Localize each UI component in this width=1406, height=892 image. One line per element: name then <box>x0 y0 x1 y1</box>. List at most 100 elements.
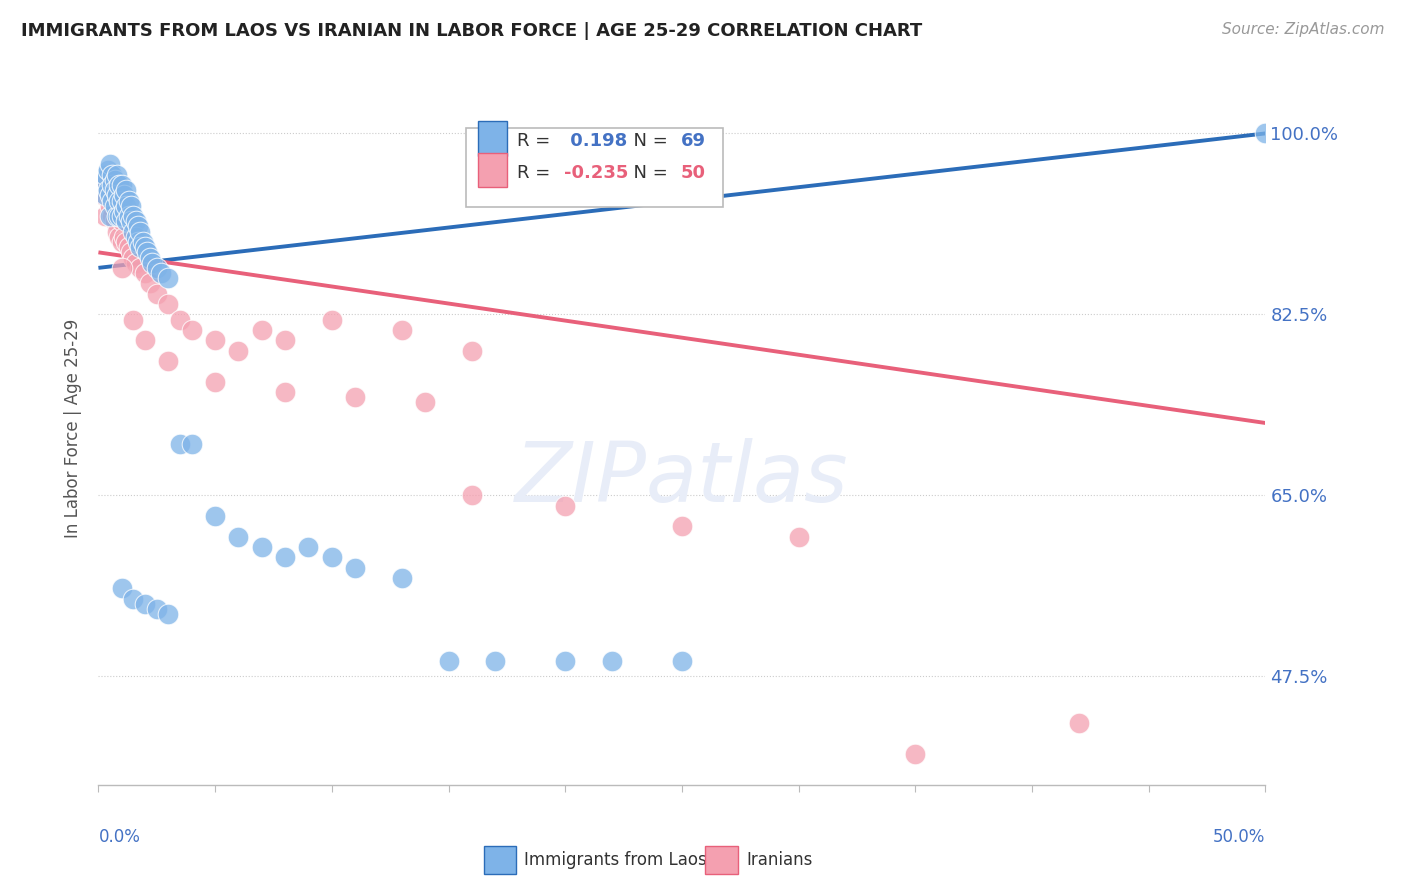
Point <box>413 395 436 409</box>
Point <box>111 209 134 223</box>
Point <box>111 260 134 275</box>
Point <box>139 277 162 291</box>
Point <box>146 602 169 616</box>
Point <box>274 384 297 399</box>
Point <box>112 204 135 219</box>
Point <box>97 162 120 177</box>
Point <box>134 240 156 254</box>
Point <box>600 654 623 668</box>
Point <box>97 183 120 197</box>
Point <box>120 214 142 228</box>
Point <box>108 178 131 193</box>
Point <box>111 235 134 249</box>
Point <box>204 509 226 524</box>
Point <box>108 209 131 223</box>
Point <box>671 519 693 533</box>
Point <box>105 204 128 219</box>
Text: R =: R = <box>517 132 557 150</box>
Point <box>134 597 156 611</box>
Point <box>118 194 141 208</box>
Point <box>141 255 163 269</box>
Text: 50.0%: 50.0% <box>1213 828 1265 846</box>
Point <box>101 168 124 182</box>
Point <box>105 188 128 202</box>
Point <box>180 323 202 337</box>
Point <box>461 343 484 358</box>
Text: Immigrants from Laos: Immigrants from Laos <box>524 851 707 869</box>
Point <box>91 173 114 187</box>
Point <box>129 225 152 239</box>
FancyBboxPatch shape <box>478 121 508 155</box>
Point <box>1067 715 1090 730</box>
Point <box>122 591 145 606</box>
Point <box>101 188 124 202</box>
Point <box>108 194 131 208</box>
Point <box>118 209 141 223</box>
Point <box>484 654 506 668</box>
Point <box>94 168 117 182</box>
Point <box>204 333 226 347</box>
Point <box>132 235 155 249</box>
Text: Source: ZipAtlas.com: Source: ZipAtlas.com <box>1222 22 1385 37</box>
Point <box>91 188 114 202</box>
Point <box>122 209 145 223</box>
Point <box>115 183 138 197</box>
Point <box>146 260 169 275</box>
Point <box>104 214 127 228</box>
Point <box>157 354 180 368</box>
Point <box>105 225 128 239</box>
Point <box>115 214 138 228</box>
Point <box>111 194 134 208</box>
Point <box>97 183 120 197</box>
Point <box>125 255 148 269</box>
Text: 50: 50 <box>681 164 706 182</box>
Point <box>125 230 148 244</box>
Point <box>105 209 128 223</box>
Point <box>98 188 121 202</box>
Point <box>108 230 131 244</box>
Text: 0.0%: 0.0% <box>98 828 141 846</box>
Text: R =: R = <box>517 164 557 182</box>
Point <box>134 333 156 347</box>
Point <box>120 245 142 260</box>
Point <box>136 245 159 260</box>
Point <box>554 499 576 513</box>
Point <box>101 209 124 223</box>
Point <box>94 188 117 202</box>
Point <box>104 199 127 213</box>
Point <box>125 214 148 228</box>
Point <box>104 194 127 208</box>
Point <box>129 240 152 254</box>
Point <box>98 209 121 223</box>
FancyBboxPatch shape <box>465 128 723 207</box>
Point <box>274 333 297 347</box>
Point <box>169 436 191 450</box>
Point <box>108 209 131 223</box>
Point <box>115 235 138 249</box>
Text: 0.198: 0.198 <box>564 132 627 150</box>
Point <box>122 312 145 326</box>
FancyBboxPatch shape <box>478 153 508 187</box>
Text: ZIPatlas: ZIPatlas <box>515 438 849 518</box>
Point <box>94 178 117 193</box>
Point <box>391 323 413 337</box>
Point <box>98 157 121 171</box>
Point <box>118 240 141 254</box>
Point <box>122 251 145 265</box>
Point <box>129 260 152 275</box>
Point <box>134 266 156 280</box>
Text: N =: N = <box>623 164 673 182</box>
Point <box>297 540 319 554</box>
Text: 69: 69 <box>681 132 706 150</box>
Point <box>101 178 124 193</box>
Point <box>127 219 149 234</box>
Text: IMMIGRANTS FROM LAOS VS IRANIAN IN LABOR FORCE | AGE 25-29 CORRELATION CHART: IMMIGRANTS FROM LAOS VS IRANIAN IN LABOR… <box>21 22 922 40</box>
Point <box>344 561 367 575</box>
Point <box>98 199 121 213</box>
Point <box>904 747 927 761</box>
Point <box>250 323 273 337</box>
Point <box>344 390 367 404</box>
Point <box>111 214 134 228</box>
Point <box>437 654 460 668</box>
Point <box>157 607 180 622</box>
